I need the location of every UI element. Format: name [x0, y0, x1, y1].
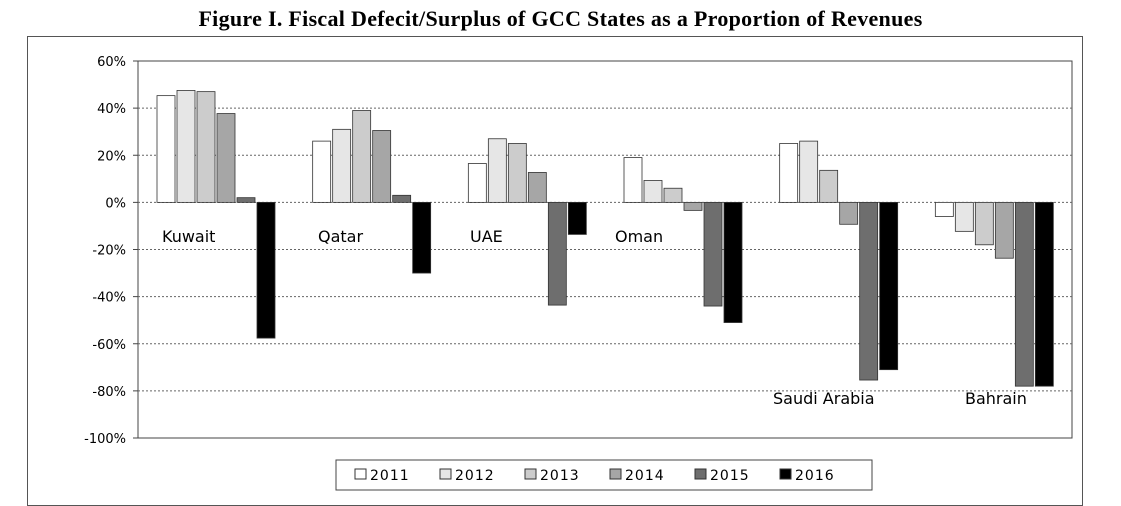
legend-swatch-2016 — [779, 468, 792, 480]
category-label: Qatar — [318, 227, 363, 246]
bar-2016 — [567, 201, 587, 235]
bar-2015 — [703, 201, 723, 307]
bar-2013 — [819, 169, 839, 203]
category-label: UAE — [470, 227, 503, 246]
bar-2013 — [196, 91, 216, 203]
bar-2016 — [1034, 201, 1054, 387]
legend-swatch-2014 — [609, 468, 622, 480]
y-tick-label: -60% — [92, 338, 126, 353]
bar-2015 — [236, 197, 256, 203]
bar-2012 — [332, 128, 352, 203]
bar-2014 — [216, 113, 236, 203]
bar-2014 — [372, 130, 392, 203]
bar-2011 — [934, 201, 954, 217]
y-tick-label: -40% — [92, 291, 126, 306]
bar-2011 — [623, 157, 643, 203]
legend-label: 2014 — [625, 468, 665, 484]
bar-2015 — [547, 201, 567, 306]
category-label: Saudi Arabia — [773, 389, 875, 408]
bar-2014 — [839, 201, 859, 225]
bar-2011 — [156, 95, 176, 203]
legend-swatch-2013 — [524, 468, 537, 480]
bar-2012 — [799, 140, 819, 203]
bar-2011 — [467, 163, 487, 203]
legend-label: 2015 — [710, 468, 750, 484]
legend-label: 2016 — [795, 468, 835, 484]
bar-2012 — [954, 201, 974, 232]
bar-2012 — [176, 90, 196, 203]
legend-swatch-2011 — [354, 468, 367, 480]
legend-box — [335, 459, 873, 491]
bar-2015 — [392, 194, 412, 203]
y-tick-label: 40% — [97, 102, 126, 117]
y-tick-label: 20% — [97, 149, 126, 164]
bar-2013 — [507, 143, 527, 203]
y-tick-label: 60% — [97, 55, 126, 70]
bar-2015 — [859, 201, 879, 381]
category-label: Bahrain — [965, 389, 1027, 408]
bar-2012 — [487, 138, 507, 203]
bar-2016 — [879, 201, 899, 371]
bar-2013 — [352, 110, 372, 203]
legend-swatch-2012 — [439, 468, 452, 480]
category-label: Kuwait — [162, 227, 215, 246]
y-tick-label: 0% — [105, 196, 126, 211]
bar-2014 — [994, 201, 1014, 259]
bar-2013 — [663, 187, 683, 203]
chart-title: Figure I. Fiscal Defecit/Surplus of GCC … — [198, 6, 923, 31]
legend-label: 2011 — [370, 468, 410, 484]
bar-2012 — [643, 180, 663, 203]
bar-2011 — [779, 143, 799, 203]
legend-label: 2012 — [455, 468, 495, 484]
y-tick-label: -80% — [92, 385, 126, 400]
y-tick-label: -100% — [84, 432, 126, 447]
bar-2011 — [312, 140, 332, 203]
bar-2014 — [527, 172, 547, 203]
bar-2013 — [974, 201, 994, 246]
bar-2014 — [683, 201, 703, 211]
legend-swatch-2015 — [694, 468, 707, 480]
bar-2016 — [256, 201, 276, 339]
y-tick-label: -20% — [92, 244, 126, 259]
bar-2016 — [723, 201, 743, 323]
bar-2016 — [412, 201, 432, 274]
category-label: Oman — [615, 227, 663, 246]
legend-label: 2013 — [540, 468, 580, 484]
bar-2015 — [1014, 201, 1034, 387]
